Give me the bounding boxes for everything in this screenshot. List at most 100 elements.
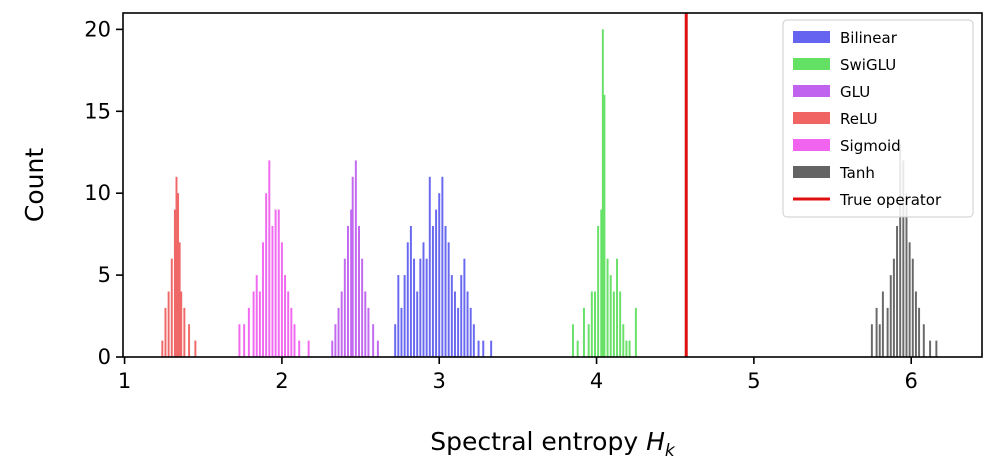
swiglu-bar (587, 324, 590, 357)
relu-bar (161, 340, 164, 357)
bilinear-bar (422, 242, 425, 357)
legend-label-tanh: Tanh (839, 164, 875, 182)
swiglu-bar (590, 291, 593, 357)
bilinear-bar (463, 258, 466, 357)
swiglu-bar (593, 291, 596, 357)
bilinear-bar (453, 291, 456, 357)
legend-label-bilinear: Bilinear (840, 29, 898, 47)
bilinear-bar (409, 225, 412, 357)
tanh-bar (899, 144, 902, 357)
sigmoid-bar (247, 307, 250, 357)
glu-bar (361, 258, 364, 357)
swiglu-bar (622, 324, 625, 357)
y-axis-label: Count (20, 148, 49, 222)
bilinear-bar (419, 258, 422, 357)
sigmoid-bar (293, 324, 296, 357)
swiglu-bar (600, 209, 603, 357)
sigmoid-bar (255, 275, 258, 357)
plot-frame (122, 12, 983, 358)
legend-label-true-operator: True operator (839, 191, 942, 209)
tanh-bar (886, 307, 889, 357)
sigmoid-bar (268, 160, 271, 357)
relu-bar (167, 291, 170, 357)
swiglu-bar (571, 324, 574, 357)
bilinear-bar (466, 291, 469, 357)
bilinear-bar (431, 225, 434, 357)
bilinear-bar (444, 225, 447, 357)
bilinear-bar (428, 176, 431, 357)
swiglu-bar (612, 291, 615, 357)
glu-bar (346, 225, 349, 357)
bilinear-bar (397, 275, 400, 357)
bilinear-bar (477, 340, 480, 357)
tanh-bar (929, 340, 932, 357)
y-tick-label: 10 (84, 181, 111, 205)
x-tick-label: 3 (433, 369, 446, 393)
relu-bar (175, 176, 178, 357)
tanh-bar (935, 340, 938, 357)
bilinear-bar (435, 209, 438, 357)
sigmoid-bar (238, 324, 241, 357)
bilinear-bar (460, 275, 463, 357)
sigmoid-bar (265, 193, 268, 357)
sigmoid-bar (298, 340, 301, 357)
histogram-bars (161, 29, 938, 358)
sigmoid-bar (284, 275, 287, 357)
sigmoid-bar (252, 291, 255, 357)
tanh-bar (878, 324, 881, 357)
bilinear-bar (450, 275, 453, 357)
bilinear-bar (482, 340, 485, 357)
swiglu-bar (601, 29, 604, 357)
bilinear-bar (457, 307, 460, 357)
tanh-bar (875, 307, 878, 357)
legend-swatch-bilinear (793, 31, 830, 43)
x-tick-label: 2 (275, 369, 288, 393)
legend-swatch-relu (793, 112, 830, 124)
y-tick-label: 5 (98, 263, 111, 287)
tanh-bar (914, 291, 917, 357)
glu-bar (354, 160, 357, 357)
y-tick-label: 15 (84, 99, 111, 123)
sigmoid-bar (277, 209, 280, 357)
relu-bar (173, 209, 176, 357)
sigmoid-bar (258, 291, 261, 357)
legend-box (782, 19, 974, 218)
swiglu-bar (609, 275, 612, 357)
bilinear-bar (447, 242, 450, 357)
bilinear-bar (416, 291, 419, 357)
tanh-bar (870, 324, 873, 357)
swiglu-bar (625, 340, 628, 357)
sigmoid-bar (274, 209, 277, 357)
relu-bar (188, 324, 191, 357)
tanh-bar (911, 258, 914, 357)
x-tick-label: 5 (747, 369, 760, 393)
x-tick-label: 6 (905, 369, 918, 393)
tanh-bar (908, 242, 911, 357)
glu-bar (372, 324, 375, 357)
relu-bar (177, 193, 180, 357)
relu-bar (178, 242, 181, 357)
glu-bar (367, 307, 370, 357)
legend-swatch-glu (793, 85, 830, 97)
bilinear-bar (438, 193, 441, 357)
relu-bar (170, 258, 173, 357)
glu-bar (364, 291, 367, 357)
swiglu-bar (603, 94, 606, 358)
tanh-bar (889, 275, 892, 357)
legend-label-swiglu: SwiGLU (840, 56, 896, 74)
sigmoid-bar (287, 291, 290, 357)
glu-bar (358, 225, 360, 357)
glu-bar (337, 307, 340, 357)
swiglu-bar (616, 258, 618, 357)
bilinear-bar (406, 242, 409, 357)
bilinear-bar (490, 340, 493, 357)
y-axis-ticks: 0 5 10 15 20 (84, 17, 123, 369)
sigmoid-bar (280, 242, 283, 357)
relu-bar (180, 291, 183, 357)
bilinear-bar (425, 258, 428, 357)
bilinear-bar (441, 176, 444, 357)
sigmoid-bar (243, 324, 246, 357)
bilinear-bar (403, 275, 406, 357)
legend-swatch-sigmoid (793, 139, 830, 151)
